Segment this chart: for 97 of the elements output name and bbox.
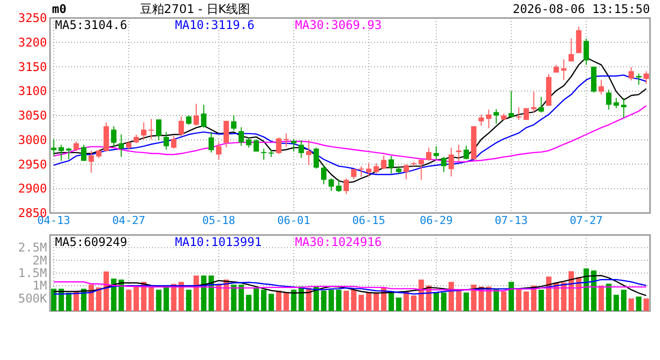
bar (494, 288, 499, 311)
bar (516, 288, 522, 311)
bar (561, 282, 566, 311)
bar (268, 294, 274, 311)
bar (584, 268, 589, 311)
y-tick-label: 3150 (18, 60, 47, 74)
x-tick-label: 05-18 (202, 214, 236, 227)
bar (118, 280, 124, 311)
bar (208, 276, 214, 311)
bar (156, 290, 162, 311)
text: MA5:609249 (55, 235, 128, 249)
bar (568, 271, 574, 311)
text: MA5:3104.6 (55, 18, 128, 32)
x-tick-label: 04-27 (112, 214, 146, 227)
y-tick-label: 2.5M (18, 240, 47, 255)
bar (328, 290, 334, 311)
text: MA30:1024916 (295, 235, 382, 249)
bar (554, 282, 559, 311)
bar (74, 291, 79, 311)
bar (591, 270, 596, 311)
x-tick-label: 07-13 (494, 214, 528, 227)
bar (628, 298, 634, 311)
bar (201, 276, 206, 311)
y-tick-label: 3100 (18, 84, 47, 98)
bar (194, 276, 199, 311)
bar (546, 276, 552, 311)
chart-title: 豆粕2701 - 日K线图 (140, 2, 250, 16)
bar (171, 284, 176, 311)
bar (418, 280, 424, 311)
x-tick-label: 07-27 (570, 214, 603, 227)
bar (104, 271, 109, 311)
bar (434, 292, 439, 311)
bar (621, 290, 626, 311)
bar (344, 290, 349, 311)
bar (284, 292, 289, 311)
bar (464, 292, 469, 311)
bar (598, 286, 604, 311)
bar (411, 296, 416, 311)
y-tick-label: 2900 (18, 182, 47, 196)
x-tick-label: 06-29 (420, 214, 453, 227)
bar (501, 291, 506, 311)
text: m0 (52, 2, 66, 16)
bar (524, 291, 529, 311)
bar (374, 293, 379, 311)
bar (396, 298, 402, 311)
bar (456, 290, 462, 311)
bar (126, 290, 132, 311)
y-tick-label: 3050 (18, 108, 47, 122)
bar (216, 284, 222, 311)
y-tick-label: 3200 (18, 35, 47, 50)
y-tick-label: 3250 (18, 11, 47, 25)
bar (276, 290, 282, 311)
bar (351, 290, 356, 311)
y-tick-label: 1M (32, 278, 47, 293)
bar (614, 294, 619, 311)
bar (508, 282, 514, 311)
bar (321, 290, 326, 311)
bar (224, 280, 229, 311)
bar (261, 290, 266, 311)
bar (366, 292, 372, 311)
bar (51, 288, 56, 311)
x-tick-label: 06-15 (352, 214, 386, 227)
x-tick-label: 06-01 (277, 214, 310, 227)
bar (96, 287, 102, 311)
bar (644, 298, 649, 311)
y-tick-label: 1.5M (18, 266, 47, 280)
y-tick-label: 3000 (18, 132, 47, 147)
y-tick-label: 2950 (18, 157, 47, 172)
bar (148, 286, 154, 311)
bar (358, 294, 364, 311)
bar (441, 292, 446, 311)
bar (471, 284, 476, 311)
bar (336, 290, 342, 311)
bar (246, 294, 252, 311)
text: 2026-08-06 13:15:50 (512, 2, 650, 16)
bar (404, 292, 409, 311)
bar (388, 291, 394, 311)
bar (238, 284, 244, 311)
bar (448, 282, 454, 311)
text: MA10:3119.6 (175, 18, 254, 32)
bar (186, 290, 192, 311)
bar (178, 282, 184, 311)
bar (58, 288, 64, 311)
bar (636, 296, 642, 311)
bar (291, 290, 296, 311)
text: MA10:1013991 (175, 235, 262, 249)
bar (606, 284, 612, 311)
bar (576, 277, 582, 311)
bar (134, 286, 139, 311)
bar (164, 286, 169, 311)
bar (111, 278, 116, 311)
bar (254, 287, 259, 311)
bar (538, 290, 544, 311)
text: MA30:3069.93 (295, 18, 382, 32)
y-tick-label: 2M (32, 253, 47, 268)
bar (231, 284, 236, 311)
y-tick-label: 500K (18, 291, 48, 306)
